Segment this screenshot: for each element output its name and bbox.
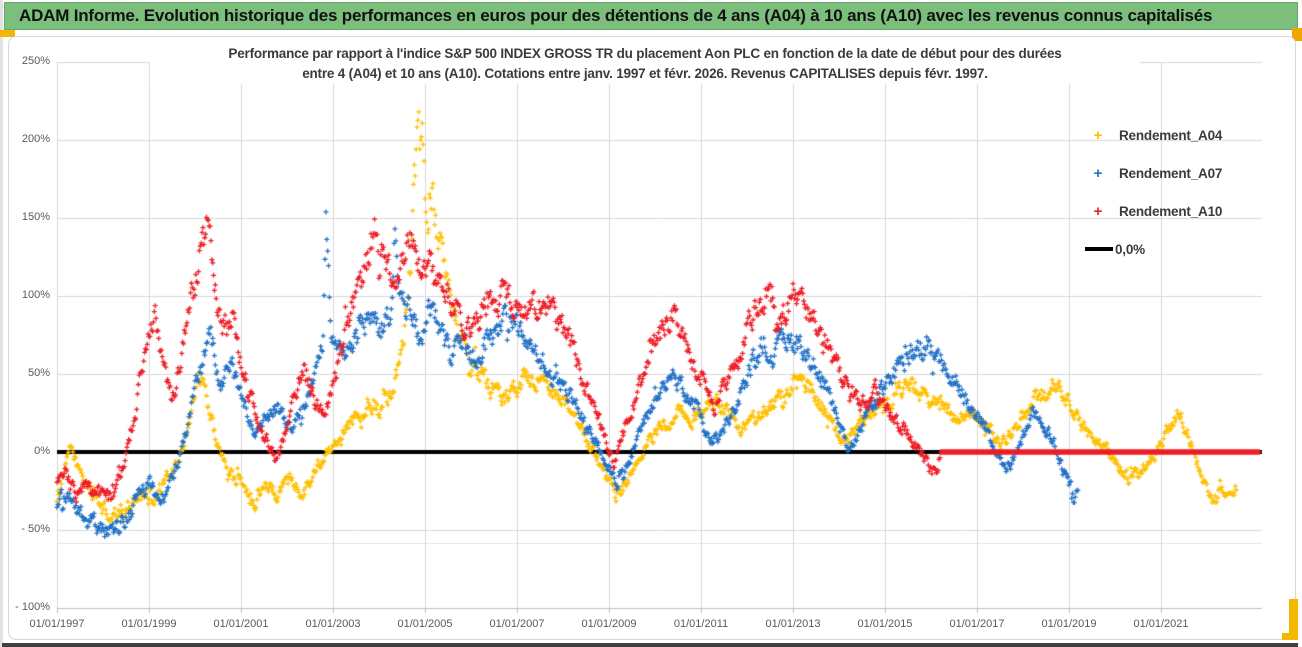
x-axis-label: 01/01/2017 (949, 618, 1005, 630)
legend-label: Rendement_A07 (1119, 165, 1223, 181)
legend-item-zero-line[interactable]: 0,0% (1085, 230, 1295, 268)
plus-marker-icon: + (1093, 202, 1103, 220)
y-axis-label: 250% (21, 55, 50, 67)
x-axis-label: 01/01/2011 (673, 618, 729, 630)
x-axis-label: 01/01/2005 (397, 618, 453, 630)
x-axis-label: 01/01/1999 (121, 618, 177, 630)
plus-marker-icon: + (1093, 164, 1103, 182)
plus-marker-icon: + (1093, 126, 1103, 144)
x-axis-label: 01/01/2019 (1041, 618, 1097, 630)
legend-item-a07[interactable]: + Rendement_A07 (1085, 154, 1295, 192)
line-marker-icon (1085, 247, 1113, 251)
x-axis-label: 01/01/2009 (581, 618, 637, 630)
legend-label: Rendement_A04 (1119, 127, 1223, 143)
y-axis-label: 200% (21, 133, 50, 145)
legend-label: Rendement_A10 (1119, 203, 1223, 219)
chart-title-line1: Performance par rapport à l'indice S&P 5… (228, 46, 1062, 61)
chart-title: Performance par rapport à l'indice S&P 5… (150, 44, 1140, 84)
x-axis-label: 01/01/2001 (213, 618, 269, 630)
y-axis-label: 0% (34, 445, 50, 457)
x-axis-label: 01/01/2003 (305, 618, 361, 630)
x-axis-label: 01/01/2021 (1133, 618, 1189, 630)
x-axis-label: 01/01/2013 (765, 618, 821, 630)
selection-handle-bottom-right[interactable] (1289, 599, 1298, 640)
x-axis-label: 01/01/1997 (29, 618, 85, 630)
selection-handle-bottom-right[interactable] (1282, 633, 1298, 640)
x-axis-label: 01/01/2007 (489, 618, 545, 630)
y-axis-label: - 100% (15, 601, 50, 613)
window-bottom-edge (2, 643, 1298, 647)
chart-legend: + Rendement_A04 + Rendement_A07 + Rendem… (1085, 116, 1295, 268)
chart-title-line2: entre 4 (A04) et 10 ans (A10). Cotations… (302, 66, 988, 81)
x-axis-label: 01/01/2015 (857, 618, 913, 630)
y-axis-label: 100% (21, 289, 50, 301)
y-axis-label: 150% (21, 211, 50, 223)
legend-item-a10[interactable]: + Rendement_A10 (1085, 192, 1295, 230)
legend-label: 0,0% (1115, 241, 1145, 257)
y-axis-label: 50% (27, 367, 50, 379)
y-axis-label: - 50% (21, 523, 50, 535)
legend-item-a04[interactable]: + Rendement_A04 (1085, 116, 1295, 154)
